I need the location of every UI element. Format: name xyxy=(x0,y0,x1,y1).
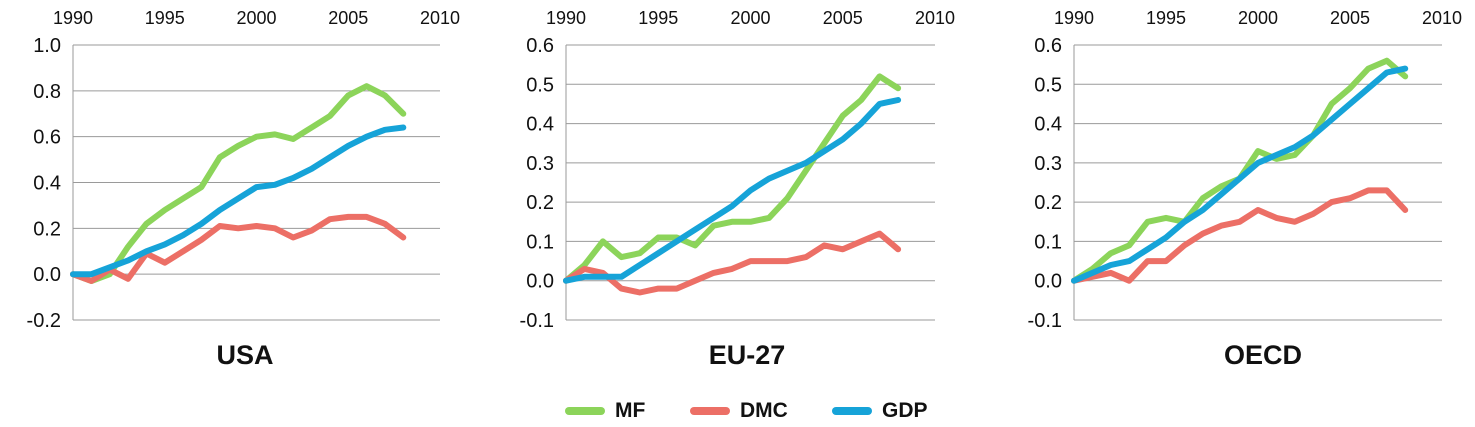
y-tick-label: 0.4 xyxy=(33,173,61,195)
legend-swatch-dmc xyxy=(690,407,730,415)
legend-label-dmc: DMC xyxy=(740,399,788,422)
panel-title: EU-27 xyxy=(709,340,786,370)
legend-label-gdp: GDP xyxy=(882,399,928,422)
y-tick-label: 0.6 xyxy=(1034,35,1062,57)
legend-swatch-gdp xyxy=(832,407,872,415)
x-tick-label: 2005 xyxy=(1330,8,1370,28)
series-line-gdp xyxy=(563,97,902,284)
series-line-mf xyxy=(563,73,902,284)
y-tick-label: 0.1 xyxy=(526,231,554,253)
y-tick-label: 0.1 xyxy=(1034,231,1062,253)
series-line-gdp xyxy=(1071,65,1409,284)
series-line-mf xyxy=(70,83,407,284)
x-tick-label: 2000 xyxy=(1238,8,1278,28)
x-tick-label: 1995 xyxy=(1146,8,1186,28)
x-tick-label: 2000 xyxy=(236,8,276,28)
panel-title: USA xyxy=(216,340,273,370)
y-tick-label: 0.2 xyxy=(1034,192,1062,214)
legend-item-dmc: DMC xyxy=(690,396,788,426)
y-tick-label: 0.0 xyxy=(1034,271,1062,293)
chart-panel-usa: -0.2 0.0 0.2 0.4 0.6 0.8 1.0 1990 1995 2000 2005 20… xyxy=(27,8,460,370)
legend-swatch-mf xyxy=(565,407,605,415)
y-tick-label: -0.1 xyxy=(520,310,554,332)
x-tick-label: 2000 xyxy=(730,8,770,28)
y-tick-label: 0.6 xyxy=(33,127,61,149)
series-line-gdp xyxy=(70,124,407,278)
y-tick-label: 0.4 xyxy=(1034,114,1062,136)
x-tick-label: 1990 xyxy=(1054,8,1094,28)
y-tick-label: -0.2 xyxy=(27,310,61,332)
y-tick-label: -0.1 xyxy=(1028,310,1062,332)
legend-item-gdp: GDP xyxy=(832,396,928,426)
legend-item-mf: MF xyxy=(565,396,645,426)
y-tick-label: 1.0 xyxy=(33,35,61,57)
y-tick-label: 0.3 xyxy=(1034,153,1062,175)
x-tick-label: 2005 xyxy=(823,8,863,28)
y-tick-label: 0.5 xyxy=(1034,74,1062,96)
chart-panel-eu-27: -0.1 0.0 0.1 0.2 0.3 0.4 0.5 0.6 1990 1995 2000 200… xyxy=(520,8,955,370)
x-tick-label: 2010 xyxy=(420,8,460,28)
y-tick-label: 0.3 xyxy=(526,153,554,175)
y-tick-label: 0.4 xyxy=(526,114,554,136)
x-tick-label: 1990 xyxy=(53,8,93,28)
chart-panel-oecd: -0.1 0.0 0.1 0.2 0.3 0.4 0.5 0.6 1990 1995 2000 200… xyxy=(1028,8,1462,370)
y-tick-label: 0.2 xyxy=(526,192,554,214)
series-line-dmc xyxy=(70,213,407,284)
x-tick-label: 2005 xyxy=(328,8,368,28)
y-tick-label: 0.0 xyxy=(33,264,61,286)
series-line-dmc xyxy=(563,230,902,296)
legend-label-mf: MF xyxy=(615,399,646,422)
series-line-mf xyxy=(1071,57,1409,284)
legend: MF DMC GDP xyxy=(0,396,1475,426)
y-tick-label: 0.6 xyxy=(526,35,554,57)
x-tick-label: 2010 xyxy=(915,8,955,28)
series-line-dmc xyxy=(1071,187,1409,284)
y-tick-label: 0.5 xyxy=(526,74,554,96)
x-tick-label: 1990 xyxy=(546,8,586,28)
panel-title: OECD xyxy=(1224,340,1302,370)
y-tick-label: 0.0 xyxy=(526,271,554,293)
y-tick-label: 0.2 xyxy=(33,218,61,240)
x-tick-label: 2010 xyxy=(1422,8,1462,28)
y-tick-label: 0.8 xyxy=(33,81,61,103)
x-tick-label: 1995 xyxy=(145,8,185,28)
x-tick-label: 1995 xyxy=(638,8,678,28)
